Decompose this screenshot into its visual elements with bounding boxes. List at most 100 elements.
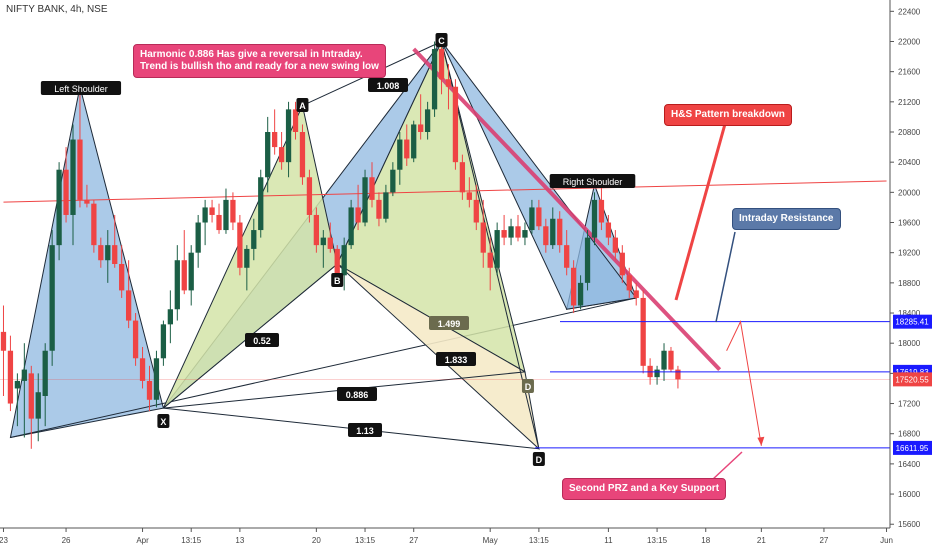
candle-body [188,252,194,291]
x-tick-label: Apr [136,536,149,545]
y-tick-label: 18400 [898,309,921,318]
x-tick-label: 20 [312,536,321,545]
candle-body [494,230,500,268]
candle-body [557,218,563,246]
x-tick-label: 13 [235,536,244,545]
x-tick-label: 27 [409,536,418,545]
ratio-label-bc: 1.499 [438,319,461,329]
candle-body [522,230,528,238]
candle-body [452,86,459,163]
x-tick-label: 27 [819,536,828,545]
x-tick-label: 21 [757,536,766,545]
point-label-b: B [334,276,341,286]
hs-breakdown-callout: H&S Pattern breakdown [664,104,792,126]
candle-body [258,177,264,231]
candle-body [181,260,187,291]
candle-body [431,49,438,110]
x-tick-label: 11 [604,536,613,545]
candle-body [424,109,431,132]
candle-body [543,226,549,246]
x-tick-label: 26 [62,536,71,545]
candle-body [28,373,34,419]
candle-body [355,207,361,223]
harmonic-callout-line: Harmonic 0.886 Has give a reversal in In… [140,49,363,60]
x-tick-label: 18 [701,536,710,545]
candle-body [119,264,125,291]
candle-body [612,237,618,253]
candle-body [132,320,139,359]
candle-body [661,350,667,370]
candle-body [473,199,479,223]
x-tick-label: 13:15 [181,536,202,545]
candle-body [299,132,306,178]
y-tick-label: 20400 [898,158,921,167]
candle-body [341,245,347,276]
candle-body [605,222,612,238]
bearish-trend-line [412,47,722,371]
candle-body [202,207,208,223]
candle-body [77,139,83,200]
candle-body [570,267,577,306]
candle-body [404,139,410,159]
candle-body [577,282,584,306]
y-tick-label: 19200 [898,249,921,258]
candle-body [390,169,396,193]
candle-body [418,124,424,132]
y-tick-label: 20800 [898,128,921,137]
y-tick-label: 22000 [898,37,921,46]
price-level-value: 18285.41 [895,318,929,327]
candle-body [98,245,104,261]
candle-body [362,177,368,223]
candle-body [21,369,27,381]
point-label-x: X [160,417,166,427]
candle-body [397,139,403,170]
candle-body [167,309,173,325]
ratio-label-xd2-bg [348,423,382,437]
candle-body [598,199,605,223]
price-level-box [893,314,932,329]
price-level-box [893,372,932,387]
ratio-label-ab: 0.52 [253,336,271,346]
candle-body [619,252,625,276]
candle-body [105,245,111,261]
y-tick-label: 16800 [898,430,921,439]
candle-body [146,380,153,400]
candle-body [112,245,118,264]
y-tick-label: 18800 [898,279,921,288]
resistance-callout-pointer [715,231,736,323]
candle-body [675,369,681,380]
candle-body [49,245,55,351]
candle-body [564,245,570,268]
candle-body [84,199,90,204]
y-tick-label: 20000 [898,188,921,197]
intraday-resistance-callout: Intraday Resistance [732,208,841,230]
y-tick-label: 21200 [898,98,921,107]
y-tick-label: 16400 [898,460,921,469]
y-tick-label: 15600 [898,520,921,529]
ratio-label-xd-bg [337,387,377,401]
candle-body [313,214,320,246]
candle-body [445,79,452,87]
ratio-label-ab-bg [245,333,279,347]
ratio-label-ac: 1.008 [377,81,400,91]
point-label-d1: D [525,382,532,392]
candle-body [272,132,278,148]
neckline [10,297,637,438]
y-tick-label: 19600 [898,219,921,228]
candle-body [633,290,639,298]
right-shoulder-label-bg [549,174,636,188]
candle-body [626,275,632,291]
candle-body [550,218,556,246]
candle-body [668,350,674,370]
candle-body [376,199,382,219]
candle-body [529,207,535,231]
candle-body [56,169,62,246]
point-label-d2-bg [532,452,545,466]
chart-symbol-title: NIFTY BANK, 4h, NSE [6,4,108,15]
candle-body [139,358,146,381]
candle-body [125,290,132,321]
point-label-c-bg [435,33,448,47]
candle-body [480,222,486,253]
prz-callout-pointer [711,451,743,481]
